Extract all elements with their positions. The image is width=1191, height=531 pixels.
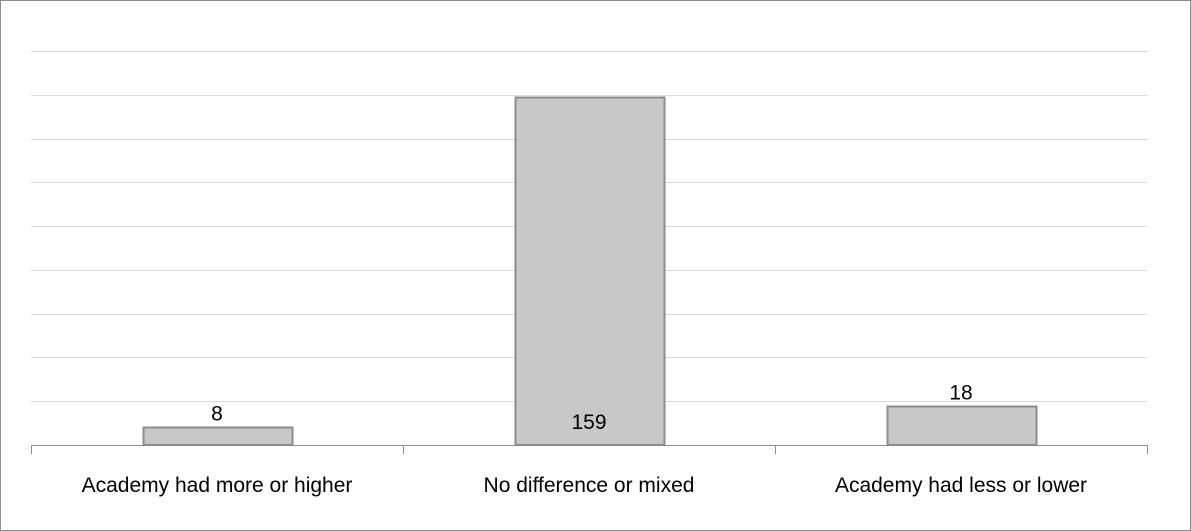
bars [142, 96, 1038, 446]
bar [142, 426, 294, 446]
x-tick-label: Academy had more or higher [82, 474, 353, 497]
x-tick-label: No difference or mixed [484, 474, 695, 497]
x-axis: Academy had more or higher No difference … [31, 445, 1148, 497]
bar [886, 405, 1038, 446]
data-label: 18 [949, 382, 972, 405]
data-label: 8 [211, 403, 223, 426]
x-tick-label: Academy had less or lower [835, 474, 1087, 497]
bar [514, 96, 666, 446]
data-labels: 8 159 18 [211, 382, 973, 435]
data-label: 159 [571, 411, 606, 434]
